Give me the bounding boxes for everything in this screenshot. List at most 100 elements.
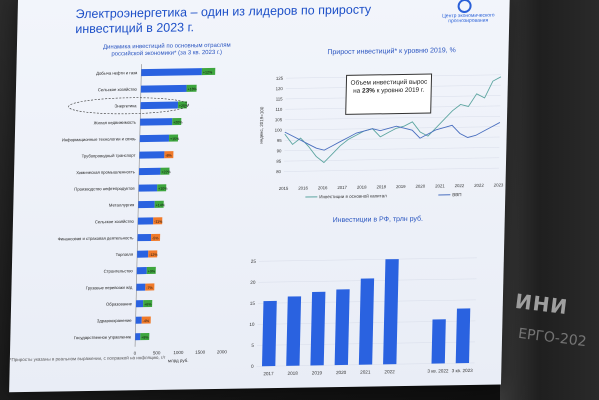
sector-category-label: Торговля: [116, 252, 134, 257]
sector-x-tick: 1500: [195, 350, 206, 355]
sector-growth-segment: [145, 283, 155, 291]
sector-growth-label: +20%: [173, 120, 183, 124]
sector-category-label: Финансовая и страховая деятельность: [58, 235, 135, 241]
growth-gridline: [284, 136, 500, 141]
sector-category-label: Химическая промышленность: [76, 169, 136, 175]
growth-x-tick: 2020: [416, 184, 426, 189]
growth-gridline: [283, 167, 499, 172]
sector-growth-label: +14%: [156, 203, 166, 207]
growth-y-tick: 105: [275, 117, 283, 122]
sector-category-label: Грузовые перевозки ж/д: [86, 285, 133, 291]
rf-y-tick: 5: [251, 343, 254, 348]
growth-x-tick: 2018: [357, 185, 367, 190]
sector-bar: [136, 283, 146, 291]
sector-category-label: Добыча нефти и газа: [96, 70, 138, 76]
rf-x-tick: 2022: [384, 369, 395, 374]
growth-x-tick: 2022: [474, 183, 484, 188]
sector-bar: [135, 300, 144, 308]
rf-bar: [383, 259, 399, 365]
growth-y-tick: 120: [276, 86, 284, 91]
sector-investment-chart: Добыча нефти и газа +12% Сельское хозяйств…: [58, 64, 228, 363]
sector-growth-label: +18%: [187, 87, 197, 91]
growth-x-tick: 2018: [376, 184, 386, 189]
growth-x-tick: 2016: [318, 185, 328, 190]
sector-x-tick: 1000: [173, 350, 184, 355]
rf-y-tick: 10: [249, 322, 255, 327]
sector-growth-label: +8%: [141, 336, 149, 340]
sector-growth-segment: [148, 250, 158, 258]
sector-growth-segment: [201, 67, 216, 76]
sector-growth-segment: [146, 266, 156, 275]
sector-growth-segment: [140, 333, 150, 341]
growth-x-tick: 2017: [337, 185, 347, 190]
sector-growth-segment: [143, 299, 153, 308]
rf-x-tick: 2021: [360, 370, 371, 375]
growth-annotation: Объем инвестиций вырос на 23% к уровню 2…: [345, 73, 433, 115]
growth-annotation-after: к уровню 2019 г.: [374, 86, 425, 95]
growth-gridline: [284, 157, 500, 162]
growth-y-tick: 110: [275, 107, 283, 112]
sector-growth-segment: [168, 134, 179, 142]
sector-x-tick: 2000: [217, 349, 228, 354]
growth-series-line-0: [284, 76, 502, 164]
sector-category-label: Сельское хозяйство: [98, 87, 138, 93]
sector-bar: [140, 101, 179, 110]
rf-x-tick: 3 кв. 2022: [427, 368, 449, 373]
sector-bar: [138, 167, 161, 176]
sector-growth-segment: [141, 316, 151, 324]
sector-category-label: Трубопроводный транспорт: [82, 153, 136, 159]
sector-bar: [137, 217, 154, 225]
rf-y-tick: 25: [251, 259, 257, 264]
rf-y-tick: 15: [250, 301, 256, 306]
rf-bar: [310, 291, 326, 366]
sector-growth-label: +22%: [161, 170, 171, 174]
rf-bar: [261, 300, 277, 367]
sector-growth-segment: [186, 84, 197, 92]
legend-label-investment: Инвестиции в основной капитал: [319, 192, 387, 199]
sector-category-label: Металлургия: [109, 202, 134, 207]
growth-x-tick: 2019: [396, 184, 406, 189]
rf-bar: [286, 296, 302, 366]
rf-y-tick: 20: [250, 280, 256, 285]
sector-category-label: Образование: [106, 301, 133, 306]
rf-x-tick: 3 кв. 2023: [452, 368, 474, 373]
projected-slide: Электроэнергетика – один из лидеров по п…: [9, 0, 510, 393]
rf-y-tick: 0: [251, 364, 254, 369]
sector-chart-title: Динамика инвестиций по основным отраслям…: [102, 42, 231, 58]
sector-growth-label: +6%: [144, 302, 152, 306]
growth-y-tick: 90: [277, 148, 282, 153]
sector-x-label: млрд руб.: [168, 358, 189, 363]
rf-gridline: [258, 257, 477, 262]
sector-category-label: Информационные технологии и связь: [62, 136, 137, 142]
rf-bar: [334, 289, 350, 366]
sector-category-label: Здравоохранение: [97, 318, 133, 324]
sector-bar: [140, 84, 187, 93]
sector-growth-label: -4%: [143, 319, 150, 323]
room-wall: [500, 0, 599, 400]
sector-bar: [138, 184, 158, 192]
logo-text: Центр экономического прогнозирования: [442, 12, 495, 25]
growth-y-tick: 95: [277, 138, 282, 143]
growth-annotation-bold: 23%: [361, 87, 375, 95]
slide-title: Электроэнергетика – один из лидеров по п…: [75, 2, 372, 37]
logo-globe-icon: [457, 0, 472, 14]
sector-category-label: Сельское хозяйство: [95, 219, 135, 225]
sector-growth-segment: [154, 200, 164, 208]
investment-rf-title: Инвестиции в РФ, трлн руб.: [332, 215, 424, 225]
sector-category-label: Строительство: [104, 268, 134, 273]
sector-growth-segment: [177, 101, 188, 109]
rf-x-tick: 2020: [336, 370, 347, 375]
investment-rf-chart: 0 5 10 15 20 25 2017 2018 2019 2020 2021 2022 3 кв. …: [249, 257, 477, 376]
sector-growth-segment: [160, 167, 170, 175]
sector-category-label: Производство нефтепродуктов: [74, 186, 135, 192]
sector-growth-label: -8%: [165, 154, 172, 158]
sector-bar: [135, 316, 142, 324]
growth-x-tick: 2021: [435, 183, 445, 188]
growth-y-tick: 125: [276, 76, 284, 81]
legend-label-gdp: ВВП: [452, 192, 461, 197]
sector-bar: [139, 151, 165, 159]
rf-x-tick: 2019: [312, 370, 323, 375]
highlight-ellipse: [68, 97, 189, 115]
sector-growth-label: -5%: [152, 236, 159, 240]
sector-growth-label: +9%: [148, 269, 156, 273]
